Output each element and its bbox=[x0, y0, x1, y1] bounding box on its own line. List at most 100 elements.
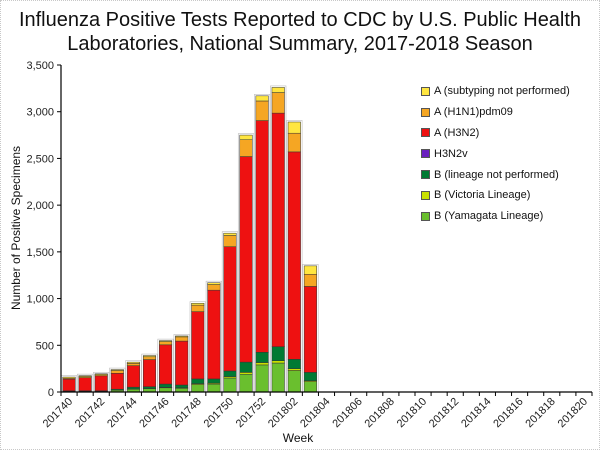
legend-swatch-icon bbox=[421, 190, 430, 200]
bars-group bbox=[60, 85, 319, 393]
bar-segment-a-subtyping-not-performed-201751 bbox=[239, 134, 253, 140]
bar-segment-a-subtyping-not-performed-201802 bbox=[287, 121, 301, 134]
x-tick-label: 201816 bbox=[491, 396, 525, 430]
bar-segment-b-lineage-not-performed-201747 bbox=[175, 384, 189, 389]
bar-segment-b-yamagata-lineage-201749 bbox=[207, 383, 221, 393]
x-tick-label: 201750 bbox=[202, 396, 236, 430]
x-tick-label: 201820 bbox=[556, 396, 590, 430]
bar-segment-b-lineage-not-performed-201744 bbox=[126, 386, 140, 390]
bar-segment-a-h1n1-pdm09-201752 bbox=[255, 100, 269, 121]
bar-segment-a-subtyping-not-performed-201748 bbox=[191, 302, 205, 306]
bar-segment-b-lineage-not-performed-201801 bbox=[271, 346, 285, 361]
bar-segment-a-h1n1-pdm09-201750 bbox=[223, 235, 237, 247]
y-axis-title: Number of Positive Specimens bbox=[9, 146, 23, 310]
bar-segment-a-subtyping-not-performed-201801 bbox=[271, 87, 285, 93]
bar-segment-a-subtyping-not-performed-201749 bbox=[207, 282, 221, 285]
legend-swatch-icon bbox=[421, 107, 430, 117]
bar-segment-b-victoria-lineage-201802 bbox=[287, 368, 301, 371]
bar-segment-b-yamagata-lineage-201801 bbox=[271, 362, 285, 393]
x-tick-label: 201802 bbox=[266, 396, 300, 430]
bar-segment-a-h3n2-201745 bbox=[142, 359, 157, 387]
legend-item: A (subtyping not performed) bbox=[421, 81, 570, 102]
bar-segment-a-subtyping-not-performed-201752 bbox=[255, 95, 269, 102]
x-tick-label: 201742 bbox=[73, 396, 107, 430]
bar-segment-a-h3n2-201748 bbox=[191, 311, 205, 380]
x-tick-label: 201746 bbox=[137, 396, 171, 430]
legend-item: A (H1N1)pdm09 bbox=[421, 102, 570, 123]
bar-segment-b-lineage-not-performed-201745 bbox=[142, 386, 157, 389]
bar-segment-a-subtyping-not-performed-201803 bbox=[303, 265, 317, 275]
bar-segment-a-h1n1-pdm09-201803 bbox=[303, 274, 317, 287]
bar-segment-a-subtyping-not-performed-201740 bbox=[62, 376, 76, 379]
bar-segment-a-subtyping-not-performed-201743 bbox=[110, 369, 124, 371]
bar-segment-b-lineage-not-performed-201802 bbox=[287, 359, 301, 369]
bar-segment-a-h1n1-pdm09-201751 bbox=[239, 139, 253, 157]
bar-segment-a-h1n1-pdm09-201802 bbox=[287, 132, 301, 153]
bar-segment-b-yamagata-lineage-201803 bbox=[303, 381, 317, 393]
x-tick-label: 201804 bbox=[298, 396, 332, 430]
legend-item: B (Victoria Lineage) bbox=[421, 185, 570, 206]
bar-segment-a-h3n2-201740 bbox=[62, 378, 76, 392]
bar-segment-b-lineage-not-performed-201749 bbox=[207, 378, 221, 384]
bar-segment-b-lineage-not-performed-201750 bbox=[223, 370, 237, 377]
bar-segment-b-yamagata-lineage-201802 bbox=[287, 370, 301, 393]
bar-segment-b-yamagata-lineage-201752 bbox=[255, 364, 269, 393]
bar-segment-a-subtyping-not-performed-201746 bbox=[159, 340, 173, 342]
bar-segment-a-h3n2-201751 bbox=[239, 156, 253, 363]
legend-label: A (H3N2) bbox=[434, 126, 480, 139]
bar-segment-a-h1n1-pdm09-201745 bbox=[142, 356, 157, 360]
bar-segment-a-h1n1-pdm09-201746 bbox=[159, 341, 173, 346]
bar-segment-a-h3n2-201749 bbox=[207, 289, 221, 380]
bar-segment-a-h3n2-201741 bbox=[78, 377, 92, 392]
y-tick-label: 2,000 bbox=[26, 200, 54, 212]
y-tick-label: 2,500 bbox=[26, 153, 54, 165]
bar-segment-a-h3n2-201744 bbox=[126, 365, 140, 388]
y-tick-label: 1,000 bbox=[26, 294, 54, 306]
bar-segment-b-yamagata-lineage-201748 bbox=[191, 384, 205, 393]
x-tick-label: 201752 bbox=[234, 396, 268, 430]
bar-segment-a-subtyping-not-performed-201742 bbox=[94, 373, 108, 375]
bar-segment-b-victoria-lineage-201751 bbox=[239, 372, 253, 375]
x-tick-label: 201748 bbox=[169, 396, 203, 430]
bar-segment-b-lineage-not-performed-201751 bbox=[239, 361, 253, 373]
bar-segment-b-lineage-not-performed-201752 bbox=[255, 352, 269, 363]
bar-segment-a-h1n1-pdm09-201748 bbox=[191, 304, 205, 312]
bar-segment-a-subtyping-not-performed-201744 bbox=[126, 361, 140, 364]
bar-segment-a-h1n1-pdm09-201747 bbox=[175, 336, 189, 342]
legend-label: A (H1N1)pdm09 bbox=[434, 106, 513, 119]
x-tick-label: 201814 bbox=[459, 396, 493, 430]
bar-segment-a-subtyping-not-performed-201745 bbox=[142, 355, 157, 358]
legend: A (subtyping not performed) A (H1N1)pdm0… bbox=[421, 81, 570, 227]
chart-title: Influenza Positive Tests Reported to CDC… bbox=[0, 8, 600, 56]
y-tick-label: 500 bbox=[36, 340, 54, 352]
bar-segment-a-subtyping-not-performed-201747 bbox=[175, 335, 189, 338]
x-tick-label: 201808 bbox=[363, 396, 397, 430]
x-tick-label: 201812 bbox=[427, 396, 461, 430]
bar-segment-a-h1n1-pdm09-201744 bbox=[126, 363, 140, 366]
bar-segment-a-h3n2-201750 bbox=[223, 246, 237, 372]
legend-swatch-icon bbox=[421, 86, 430, 96]
legend-swatch-icon bbox=[421, 211, 430, 221]
bar-segment-b-victoria-lineage-201801 bbox=[271, 360, 285, 364]
chart-title-line-1: Influenza Positive Tests Reported to CDC… bbox=[18, 9, 582, 31]
y-tick-label: 0 bbox=[48, 387, 54, 399]
bar-segment-a-h3n2-201802 bbox=[287, 151, 301, 360]
bar-segment-a-h3n2-201801 bbox=[271, 112, 285, 347]
legend-item: B (Yamagata Lineage) bbox=[421, 206, 570, 227]
bar-segment-a-subtyping-not-performed-201750 bbox=[223, 232, 237, 236]
x-tick-label: 201818 bbox=[523, 396, 557, 430]
legend-swatch-icon bbox=[421, 149, 430, 159]
bar-segment-a-h1n1-pdm09-201801 bbox=[271, 92, 285, 114]
legend-label: B (Victoria Lineage) bbox=[434, 189, 531, 202]
bar-segment-a-h3n2-201742 bbox=[94, 375, 108, 392]
chart-title-line-2: Laboratories, National Summary, 2017-201… bbox=[67, 33, 533, 55]
bar-segment-b-yamagata-lineage-201746 bbox=[159, 387, 173, 393]
x-tick-label: 201806 bbox=[330, 396, 364, 430]
legend-item: B (lineage not performed) bbox=[421, 164, 570, 185]
bar-segment-a-h3n2-201803 bbox=[303, 286, 317, 373]
bar-segment-b-lineage-not-performed-201748 bbox=[191, 378, 205, 384]
y-tick-label: 1,500 bbox=[26, 247, 54, 259]
bar-segment-a-h3n2-201747 bbox=[175, 340, 189, 386]
legend-label: H3N2v bbox=[434, 147, 468, 160]
